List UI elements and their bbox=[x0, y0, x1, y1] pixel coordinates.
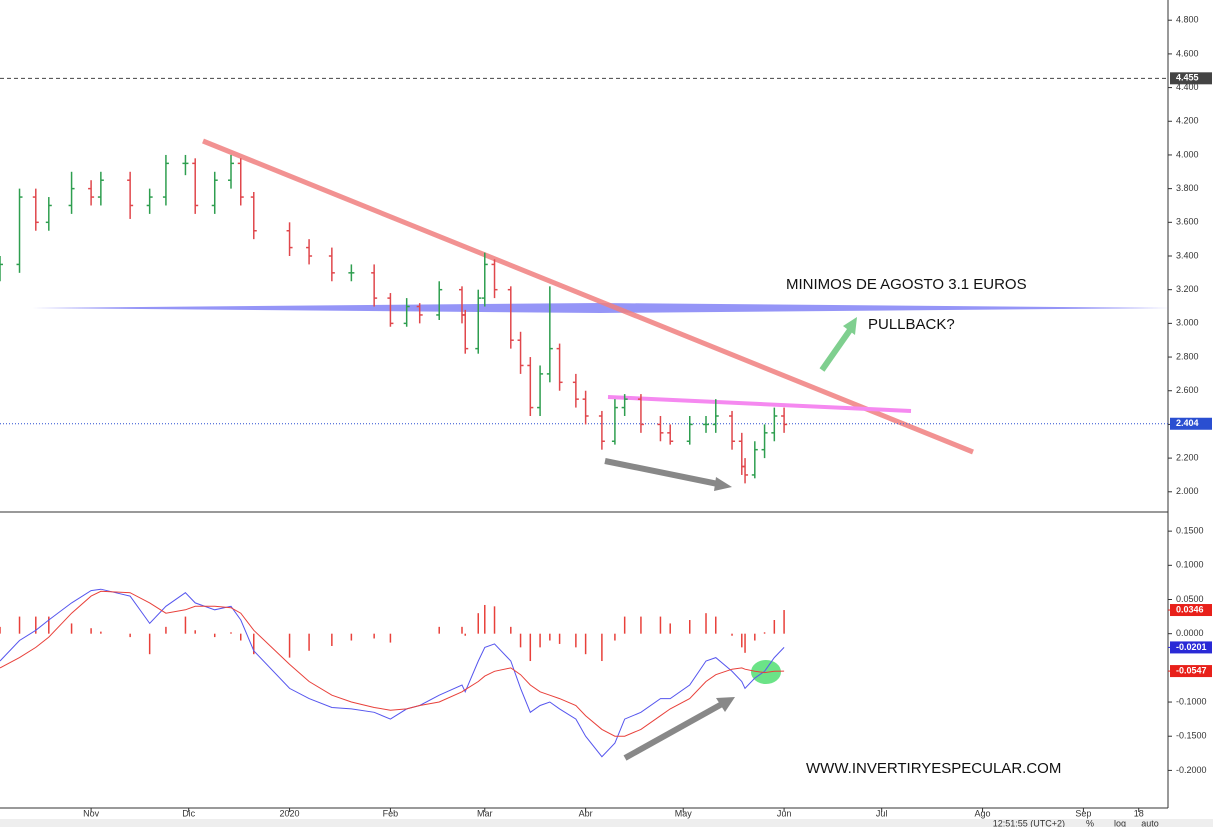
price-tag bbox=[1170, 641, 1212, 654]
arrow-head bbox=[714, 477, 732, 491]
x-tick-label: 18 bbox=[1134, 808, 1144, 818]
price-tag bbox=[1170, 665, 1212, 678]
divergence-arrow bbox=[604, 458, 719, 487]
y-tick-label: 4.400 bbox=[1176, 82, 1199, 92]
support-band bbox=[33, 303, 1170, 313]
y-tick-label: 4.800 bbox=[1176, 15, 1199, 25]
y-tick-label: -0.1500 bbox=[1176, 731, 1207, 741]
divergence-arrow bbox=[623, 701, 724, 761]
arrow-head bbox=[716, 697, 735, 712]
x-tick-label: Sep bbox=[1075, 808, 1091, 818]
price-tag bbox=[1170, 72, 1212, 85]
y-tick-label: 2.000 bbox=[1176, 486, 1199, 496]
arrow-head bbox=[843, 317, 857, 335]
y-tick-label: 3.600 bbox=[1176, 217, 1199, 227]
y-tick-label: 2.800 bbox=[1176, 351, 1199, 361]
x-tick-label: Jul bbox=[876, 808, 888, 818]
x-tick-label: May bbox=[675, 808, 693, 818]
price-tag-label: 0.0346 bbox=[1176, 604, 1204, 614]
x-tick-label: Abr bbox=[579, 808, 593, 818]
y-tick-label: 0.0500 bbox=[1176, 594, 1204, 604]
y-tick-label: 3.800 bbox=[1176, 183, 1199, 193]
annotation: WWW.INVERTIRYESPECULAR.COM bbox=[806, 760, 1061, 777]
x-tick-label: Mar bbox=[477, 808, 493, 818]
y-tick-label: -0.2000 bbox=[1176, 765, 1207, 775]
trend-line bbox=[202, 138, 974, 455]
x-tick-label: 2020 bbox=[280, 808, 300, 818]
annotation: PULLBACK? bbox=[868, 316, 955, 333]
y-tick-label: 0.1000 bbox=[1176, 560, 1204, 570]
price-tag-label: -0.0547 bbox=[1176, 665, 1207, 675]
toolbar-time: 12:51:55 (UTC+2) bbox=[993, 818, 1065, 827]
y-tick-label: 0.0000 bbox=[1176, 628, 1204, 638]
toolbar-button[interactable]: % bbox=[1086, 818, 1094, 827]
y-tick-label: 3.000 bbox=[1176, 318, 1199, 328]
indicator-line bbox=[0, 588, 785, 758]
price-tag-label: 4.455 bbox=[1176, 73, 1199, 83]
toolbar-button[interactable]: auto bbox=[1141, 818, 1159, 827]
x-tick-label: Ago bbox=[975, 808, 991, 818]
y-tick-label: 3.200 bbox=[1176, 284, 1199, 294]
y-tick-label: 2.200 bbox=[1176, 452, 1199, 462]
y-tick-label: 4.000 bbox=[1176, 149, 1199, 159]
y-tick-label: 3.400 bbox=[1176, 250, 1199, 260]
y-tick-label: 2.600 bbox=[1176, 385, 1199, 395]
y-tick-label: 0.1500 bbox=[1176, 526, 1204, 536]
y-tick-label: 4.600 bbox=[1176, 48, 1199, 58]
price-tag-label: 2.404 bbox=[1176, 418, 1199, 428]
pullback-arrow bbox=[819, 328, 853, 372]
price-tag bbox=[1170, 417, 1212, 430]
y-tick-label: 4.200 bbox=[1176, 116, 1199, 126]
x-tick-label: Jun bbox=[777, 808, 792, 818]
indicator-line bbox=[0, 590, 785, 737]
resistance-line bbox=[607, 395, 912, 413]
price-tag bbox=[1170, 604, 1212, 617]
price-tag-label: -0.0201 bbox=[1176, 642, 1207, 652]
x-tick-label: Nov bbox=[83, 808, 100, 818]
x-tick-label: Feb bbox=[383, 808, 399, 818]
annotation: MINIMOS DE AGOSTO 3.1 EUROS bbox=[786, 276, 1027, 293]
toolbar bbox=[0, 819, 1213, 827]
x-tick-label: Dic bbox=[182, 808, 195, 818]
toolbar-button[interactable]: log bbox=[1114, 818, 1126, 827]
y-tick-label: -0.1000 bbox=[1176, 696, 1207, 706]
